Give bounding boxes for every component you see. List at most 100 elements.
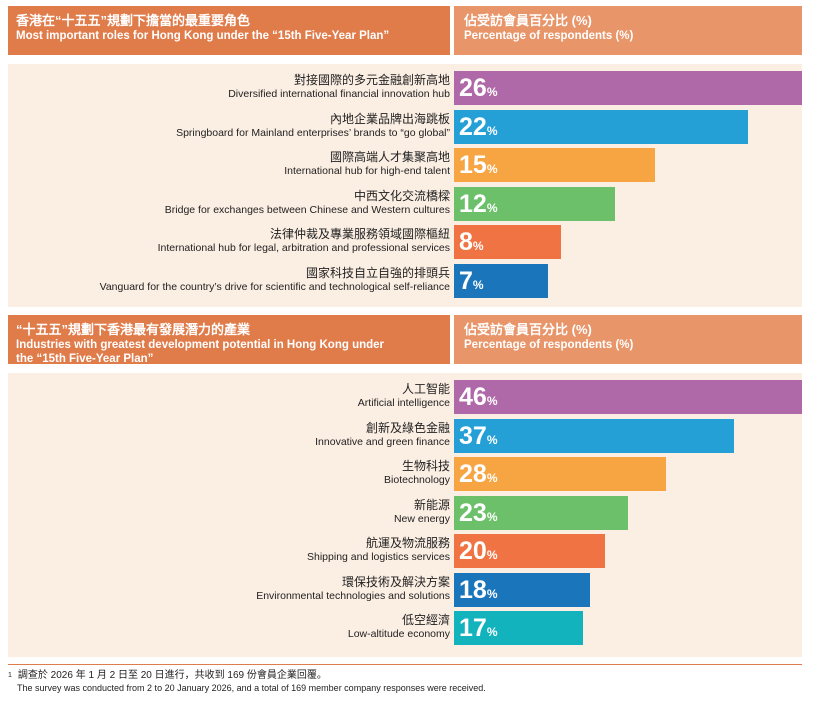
bar-value-label: 12% <box>458 189 498 218</box>
section1-title: 香港在“十五五”規劃下擔當的最重要角色 Most important roles… <box>8 6 450 55</box>
category-label-en: Low-altitude economy <box>347 628 450 640</box>
bar: 20% <box>454 534 606 568</box>
percent-sign: % <box>486 394 498 409</box>
bar-value-label: 8% <box>459 228 485 257</box>
bar-value-label: 20% <box>458 537 498 566</box>
category-label-zh: 中西文化交流橋樑 <box>353 188 450 203</box>
bar-row: 內地企業品牌出海跳板 Springboard for Mainland enter… <box>8 109 802 145</box>
category-label-zh: 對接國際的多元金融創新高地 <box>293 73 450 87</box>
category-label-en: Bridge for exchanges between Chinese and… <box>164 203 450 216</box>
category-label-zh: 國家科技自立自強的排頭兵 <box>305 265 450 280</box>
category-label-en: International hub for legal, arbitration… <box>157 242 450 254</box>
percent-sign: % <box>486 162 498 177</box>
percent-sign: % <box>486 200 498 215</box>
bar-value-label: 15% <box>458 151 498 180</box>
percent-sign: % <box>486 548 498 563</box>
category-label-zh: 環保技術及解決方案 <box>341 574 450 589</box>
category-label-zh: 低空經濟 <box>401 613 450 627</box>
bar: 26% <box>454 71 802 105</box>
section1-column-header: 佔受訪會員百分比 (%) Percentage of respondents (… <box>454 6 802 55</box>
section1-col-zh: 佔受訪會員百分比 (%) <box>464 13 592 28</box>
section2-title-en-2: the “15th Five-Year Plan” <box>16 353 154 365</box>
percent-sign: % <box>486 85 498 100</box>
section2-col-zh: 佔受訪會員百分比 (%) <box>464 322 592 337</box>
category-label-en: Shipping and logistics services <box>307 551 450 563</box>
percent-sign: % <box>486 625 498 640</box>
category-label-zh: 新能源 <box>413 497 450 512</box>
category-label-zh: 法律仲裁及專業服務領域國際樞紐 <box>269 227 450 241</box>
category-label: 創新及綠色金融 Innovative and green finance <box>8 421 450 449</box>
category-label-en: Springboard for Mainland enterprises’ br… <box>176 126 450 139</box>
section2-title: “十五五”規劃下香港最有發展潛力的產業 Industries with grea… <box>8 315 450 365</box>
bar-row: 生物科技 Biotechnology 28% <box>8 456 802 492</box>
footnote: 1 調查於 2026 年 1 月 2 日至 20 日進行，共收到 169 份會員企… <box>8 669 802 695</box>
category-label: 低空經濟 Low-altitude economy <box>8 613 450 641</box>
footnote-zh: 調查於 2026 年 1 月 2 日至 20 日進行，共收到 169 份會員企業… <box>17 670 327 681</box>
category-label: 對接國際的多元金融創新高地 Diversified international f… <box>8 73 450 101</box>
section1-col-en: Percentage of respondents (%) <box>464 30 634 42</box>
section1-title-zh: 香港在“十五五”規劃下擔當的最重要角色 <box>16 13 251 28</box>
percent-sign: % <box>486 586 498 601</box>
category-label-en: Diversified international financial inno… <box>228 88 450 100</box>
bar: 7% <box>454 263 548 298</box>
category-label: 人工智能 Artificial intelligence <box>8 382 450 410</box>
bar-row: 環保技術及解決方案 Environmental technologies and … <box>8 572 802 608</box>
category-label: 國際高端人才集聚高地 International hub for high-end… <box>8 150 450 178</box>
category-label-en: Environmental technologies and solutions <box>256 589 450 602</box>
bar-value-label: 46% <box>458 383 498 412</box>
category-label-en: Innovative and green finance <box>315 435 450 448</box>
category-label-en: New energy <box>393 512 450 525</box>
bar-value-label: 17% <box>458 614 498 643</box>
bar: 28% <box>454 457 666 491</box>
category-label-en: Biotechnology <box>384 474 450 486</box>
category-label: 法律仲裁及專業服務領域國際樞紐 International hub for leg… <box>8 227 450 255</box>
section2-col-en: Percentage of respondents (%) <box>464 339 634 351</box>
bar: 37% <box>454 418 734 453</box>
bar-row: 中西文化交流橋樑 Bridge for exchanges between Chi… <box>8 186 802 222</box>
percent-sign: % <box>486 471 498 486</box>
bar-row: 人工智能 Artificial intelligence 46% <box>8 379 802 415</box>
bar: 18% <box>454 572 591 607</box>
bar-value-label: 18% <box>458 575 498 604</box>
bar-row: 新能源 New energy 23% <box>8 495 802 531</box>
bar-value-label: 22% <box>458 112 498 141</box>
section2-column-header: 佔受訪會員百分比 (%) Percentage of respondents (… <box>454 315 802 364</box>
percent-sign: % <box>486 509 498 524</box>
footnote-en: The survey was conducted from 2 to 20 Ja… <box>17 683 486 693</box>
bar-row: 航運及物流服務 Shipping and logistics services 20… <box>8 533 802 569</box>
section2-title-zh: “十五五”規劃下香港最有發展潛力的產業 <box>16 322 251 337</box>
category-label-en: Vanguard for the country’s drive for sci… <box>99 280 450 293</box>
category-label-en: Artificial intelligence <box>357 397 450 409</box>
bar: 22% <box>454 109 749 144</box>
category-label: 中西文化交流橋樑 Bridge for exchanges between Chi… <box>8 189 450 217</box>
bar: 15% <box>454 148 655 182</box>
bar-row: 國際高端人才集聚高地 International hub for high-end… <box>8 147 802 183</box>
bar-row: 創新及綠色金融 Innovative and green finance 37% <box>8 418 802 454</box>
category-label-zh: 創新及綠色金融 <box>365 420 450 435</box>
category-label-en: International hub for high-end talent <box>284 165 450 177</box>
bar-row: 國家科技自立自強的排頭兵 Vanguard for the country’s d… <box>8 263 802 299</box>
category-label-zh: 航運及物流服務 <box>365 536 450 550</box>
bar-value-label: 28% <box>458 460 498 489</box>
section2-title-en-1: Industries with greatest development pot… <box>16 339 385 351</box>
category-label-zh: 內地企業品牌出海跳板 <box>329 111 450 126</box>
category-label: 生物科技 Biotechnology <box>8 459 450 487</box>
category-label: 國家科技自立自強的排頭兵 Vanguard for the country’s d… <box>8 266 450 294</box>
percent-sign: % <box>472 277 484 292</box>
bar: 17% <box>454 611 583 645</box>
bar-value-label: 7% <box>459 266 485 295</box>
category-label-zh: 人工智能 <box>401 382 450 396</box>
footnote-marker: 1 <box>8 672 12 679</box>
percent-sign: % <box>486 432 498 447</box>
bar-value-label: 37% <box>458 421 498 450</box>
category-label: 內地企業品牌出海跳板 Springboard for Mainland enter… <box>8 112 450 140</box>
footnote-divider <box>8 664 802 665</box>
percent-sign: % <box>472 239 484 254</box>
percent-sign: % <box>486 123 498 138</box>
bar-row: 低空經濟 Low-altitude economy 17% <box>8 610 802 646</box>
category-label-zh: 國際高端人才集聚高地 <box>329 150 450 164</box>
bar-value-label: 23% <box>458 498 498 527</box>
category-label: 航運及物流服務 Shipping and logistics services <box>8 536 450 564</box>
bar: 23% <box>454 495 628 530</box>
category-label-zh: 生物科技 <box>401 459 450 473</box>
